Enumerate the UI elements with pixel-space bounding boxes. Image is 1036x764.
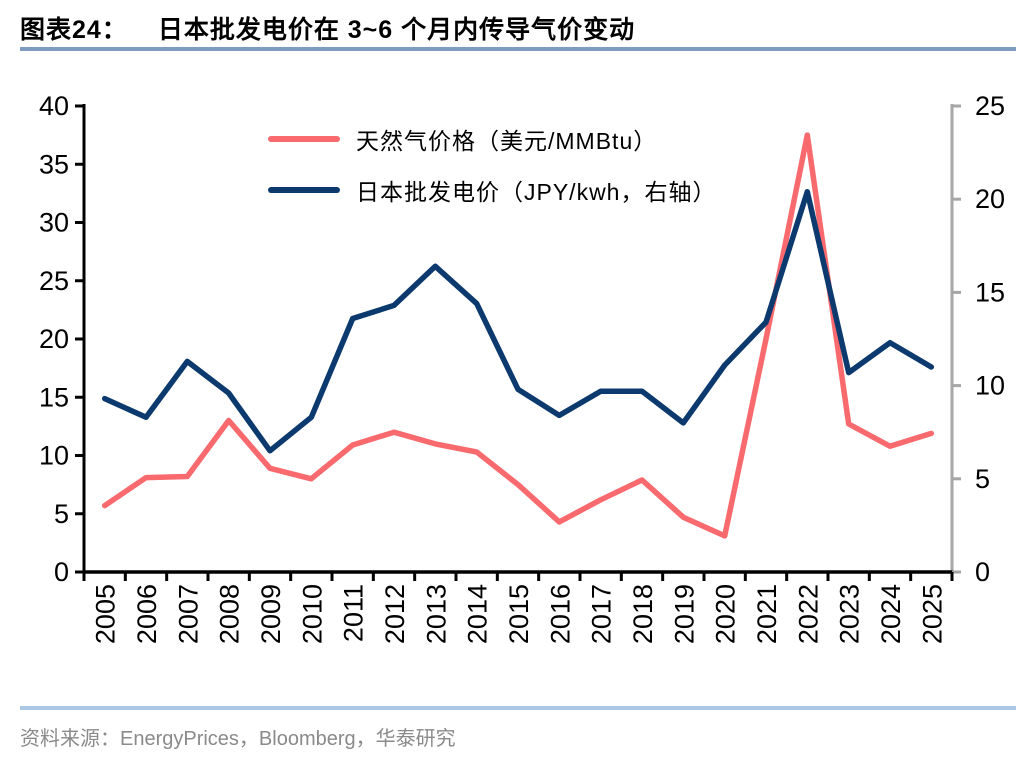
- chart-legend: 天然气价格（美元/MMBtu） 日本批发电价（JPY/kwh，右轴）: [268, 122, 716, 224]
- gas-price-line: [101, 132, 935, 539]
- figure-title-text: 日本批发电价在 3~6 个月内传导气价变动: [157, 16, 636, 44]
- y-axis-right-tick-label: 20: [975, 184, 1005, 214]
- source-note: 资料来源：EnergyPrices，Bloomberg，华泰研究: [20, 728, 456, 750]
- x-axis-tick-label: 2023: [835, 584, 865, 644]
- x-axis-tick-label: 2018: [628, 584, 658, 644]
- y-axis-left-tick-label: 25: [39, 266, 69, 296]
- y-axis-right-tick-label: 25: [975, 91, 1005, 121]
- x-axis-tick-label: 2015: [504, 584, 534, 644]
- y-axis-right-tick-label: 0: [975, 557, 990, 587]
- x-axis-tick-label: 2017: [587, 584, 617, 644]
- x-axis-tick-label: 2010: [297, 584, 327, 644]
- x-axis-tick-label: 2022: [793, 584, 823, 644]
- y-axis-right-tick-label: 10: [975, 371, 1005, 401]
- x-axis-tick-label: 2024: [876, 584, 906, 644]
- x-axis-tick-label: 2006: [132, 584, 162, 644]
- legend-item-gas: 天然气价格（美元/MMBtu）: [268, 122, 716, 156]
- x-axis-tick-label: 2008: [215, 584, 245, 644]
- x-axis-tick-label: 2016: [545, 584, 575, 644]
- electricity-price-line: [101, 188, 935, 454]
- y-axis-left-tick-label: 15: [39, 382, 69, 412]
- x-axis-tick-label: 2020: [711, 584, 741, 644]
- x-axis-tick-label: 2021: [752, 584, 782, 644]
- y-axis-left-tick-label: 20: [39, 324, 69, 354]
- figure-number-label: 图表24：: [20, 16, 128, 44]
- x-axis-tick-label: 2014: [463, 584, 493, 644]
- y-axis-left-tick-label: 10: [39, 441, 69, 471]
- y-axis-left-tick-label: 40: [39, 91, 69, 121]
- x-axis-tick-label: 2012: [380, 584, 410, 644]
- electricity-series-swatch: [268, 187, 340, 193]
- x-axis-tick-label: 2011: [339, 584, 369, 642]
- footer-divider: [20, 706, 1016, 710]
- y-axis-left-tick-label: 0: [54, 557, 69, 587]
- y-axis-right-tick-label: 5: [975, 464, 990, 494]
- page-title: 图表24： 日本批发电价在 3~6 个月内传导气价变动: [20, 10, 635, 46]
- legend-item-electricity: 日本批发电价（JPY/kwh，右轴）: [268, 173, 716, 207]
- legend-label: 日本批发电价（JPY/kwh，右轴）: [356, 179, 717, 205]
- y-axis-left-tick-label: 30: [39, 208, 69, 238]
- x-axis-tick-label: 2019: [669, 584, 699, 644]
- x-axis-tick-label: 2013: [421, 584, 451, 644]
- y-axis-right-tick-label: 15: [975, 277, 1005, 307]
- title-divider: [20, 47, 1016, 51]
- x-axis-tick-label: 2025: [917, 584, 947, 644]
- legend-label: 天然气价格（美元/MMBtu）: [356, 128, 658, 154]
- x-axis-tick-label: 2005: [91, 584, 121, 644]
- y-axis-left-tick-label: 5: [54, 499, 69, 529]
- x-axis-tick-label: 2007: [173, 584, 203, 644]
- y-axis-left-tick-label: 35: [39, 149, 69, 179]
- x-axis-tick-label: 2009: [256, 584, 286, 644]
- gas-series-swatch: [268, 136, 340, 142]
